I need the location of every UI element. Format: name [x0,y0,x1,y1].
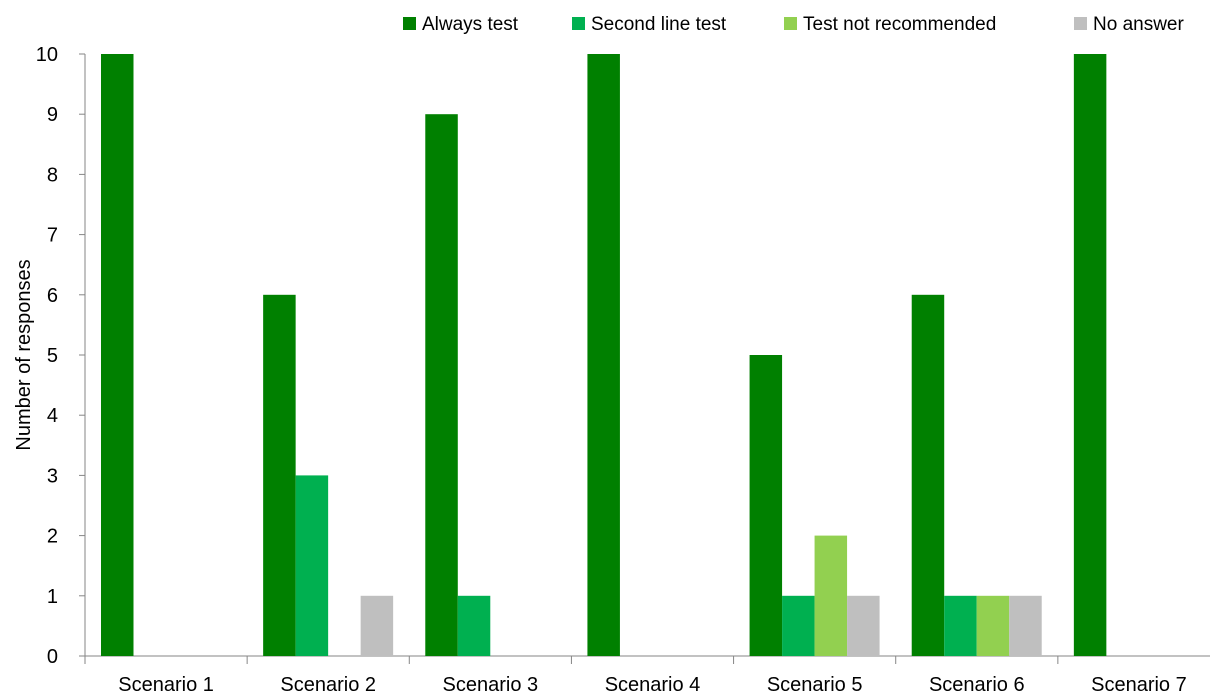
legend: Always test Second line test Test not reco… [403,14,1184,35]
legend-swatch [403,17,416,30]
legend-swatch [784,17,797,30]
legend-label: Test not recommended [803,14,996,35]
bars [101,54,1107,656]
bar-always-test [1073,54,1107,656]
y-tick-label: 6 [47,285,58,307]
y-tick-label: 0 [47,646,58,668]
bar-second-line-test [457,595,491,656]
bar-test-not-recommended [976,595,1010,656]
legend-label: No answer [1093,14,1184,35]
x-tick-label: Scenario 4 [605,674,701,696]
x-tick-label: Scenario 7 [1091,674,1187,696]
bar-test-not-recommended [814,535,848,656]
legend-label: Second line test [591,14,727,35]
x-tick-label: Scenario 1 [118,674,214,696]
bar-always-test [587,54,620,656]
bar-always-test [749,355,783,656]
y-tick-label: 5 [47,345,58,367]
bar-no-answer [1009,595,1042,656]
bar-no-answer [360,595,394,656]
y-tick-label: 8 [47,164,58,186]
x-tick-label: Scenario 6 [929,674,1025,696]
y-tick-label: 4 [47,405,58,427]
x-tick-label: Scenario 3 [443,674,539,696]
y-tick-label: 3 [47,465,58,487]
bar-always-test [425,114,458,656]
legend-swatch [572,17,585,30]
y-tick-label: 10 [36,44,58,66]
y-tick-label: 1 [47,586,58,608]
y-tick-label: 9 [47,104,58,126]
legend-swatch [1074,17,1087,30]
x-tick-label: Scenario 2 [280,674,376,696]
bar-always-test [911,294,945,656]
y-tick-label: 2 [47,526,58,548]
bar-second-line-test [944,595,977,656]
bar-always-test [263,294,296,656]
x-tick-label: Scenario 5 [767,674,863,696]
bar-second-line-test [295,475,329,656]
bar-second-line-test [782,595,815,656]
x-axis: Scenario 1 Scenario 2 Scenario 3 Scenario 4… [84,655,1210,696]
y-axis-title: Number of responses [13,259,35,450]
legend-label: Always test [422,14,519,35]
y-tick-label: 7 [47,225,58,247]
bar-no-answer [847,595,880,656]
bar-always-test [101,54,134,656]
y-axis: 0 1 2 3 4 5 6 7 8 9 10 [36,44,86,668]
